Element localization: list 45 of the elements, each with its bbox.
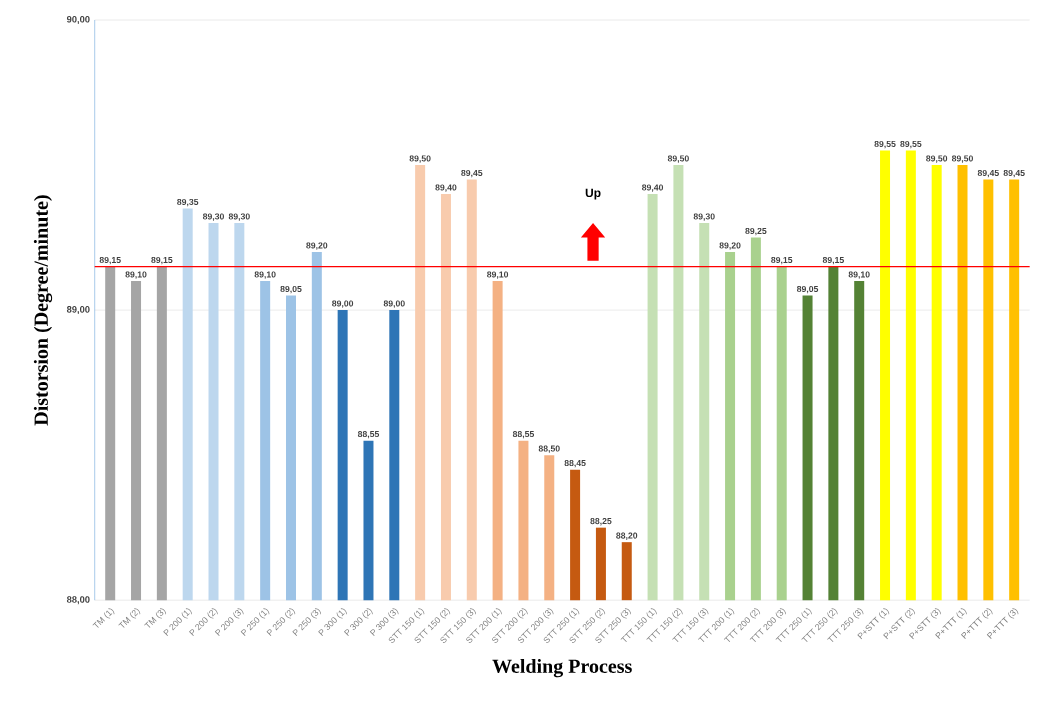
data-label: 89,50 [951,155,973,163]
data-label: 89,45 [461,170,483,178]
data-label: 89,05 [280,286,302,294]
data-label: 89,15 [822,257,844,265]
data-label: 89,00 [332,300,354,309]
data-label: 89,50 [667,155,689,163]
data-label: 88,55 [357,431,380,439]
x-axis-title: Welding Process [492,659,632,678]
data-label: 89,40 [435,184,457,192]
data-label: 89,55 [874,141,896,149]
y-tick-label: 88,00 [66,596,90,605]
data-label: 89,05 [796,286,819,294]
data-label: 88,20 [616,532,638,541]
annotation: Up [585,188,601,200]
x-tick-label: TM (2) [118,608,141,628]
data-label: 88,45 [564,460,586,468]
data-label: 89,10 [125,271,147,280]
data-label: 89,30 [693,213,715,222]
data-label: 88,55 [512,431,535,439]
x-tick-label: TM (3) [144,608,167,628]
data-label: 89,45 [1003,170,1025,178]
data-label: 89,50 [926,155,948,163]
data-label: 89,20 [306,242,328,251]
data-label: 89,30 [202,213,224,222]
data-label: 88,25 [590,518,612,526]
y-axis-title: Distorsion (Degree/minute) [33,195,53,426]
y-tick-label: 90,00 [66,16,90,25]
y-tick-label: 89,00 [66,306,90,315]
data-label: 89,45 [977,170,999,178]
data-label: 89,10 [254,271,276,280]
data-label: 88,50 [538,445,560,454]
data-label: 89,15 [99,257,121,265]
data-label: 89,35 [177,199,199,207]
data-label: 89,00 [383,300,405,309]
data-label: 89,50 [409,155,431,163]
data-label: 89,20 [719,242,741,251]
data-label: 89,15 [771,257,793,265]
data-label: 89,55 [900,141,922,149]
x-tick-label: TM (1) [92,608,115,628]
data-label: 89,40 [642,184,664,192]
data-label: 89,15 [151,257,173,265]
data-label: 89,25 [745,228,767,236]
data-label: 89,30 [228,213,250,222]
data-label: 89,10 [848,271,870,280]
data-label: 89,10 [487,271,509,280]
